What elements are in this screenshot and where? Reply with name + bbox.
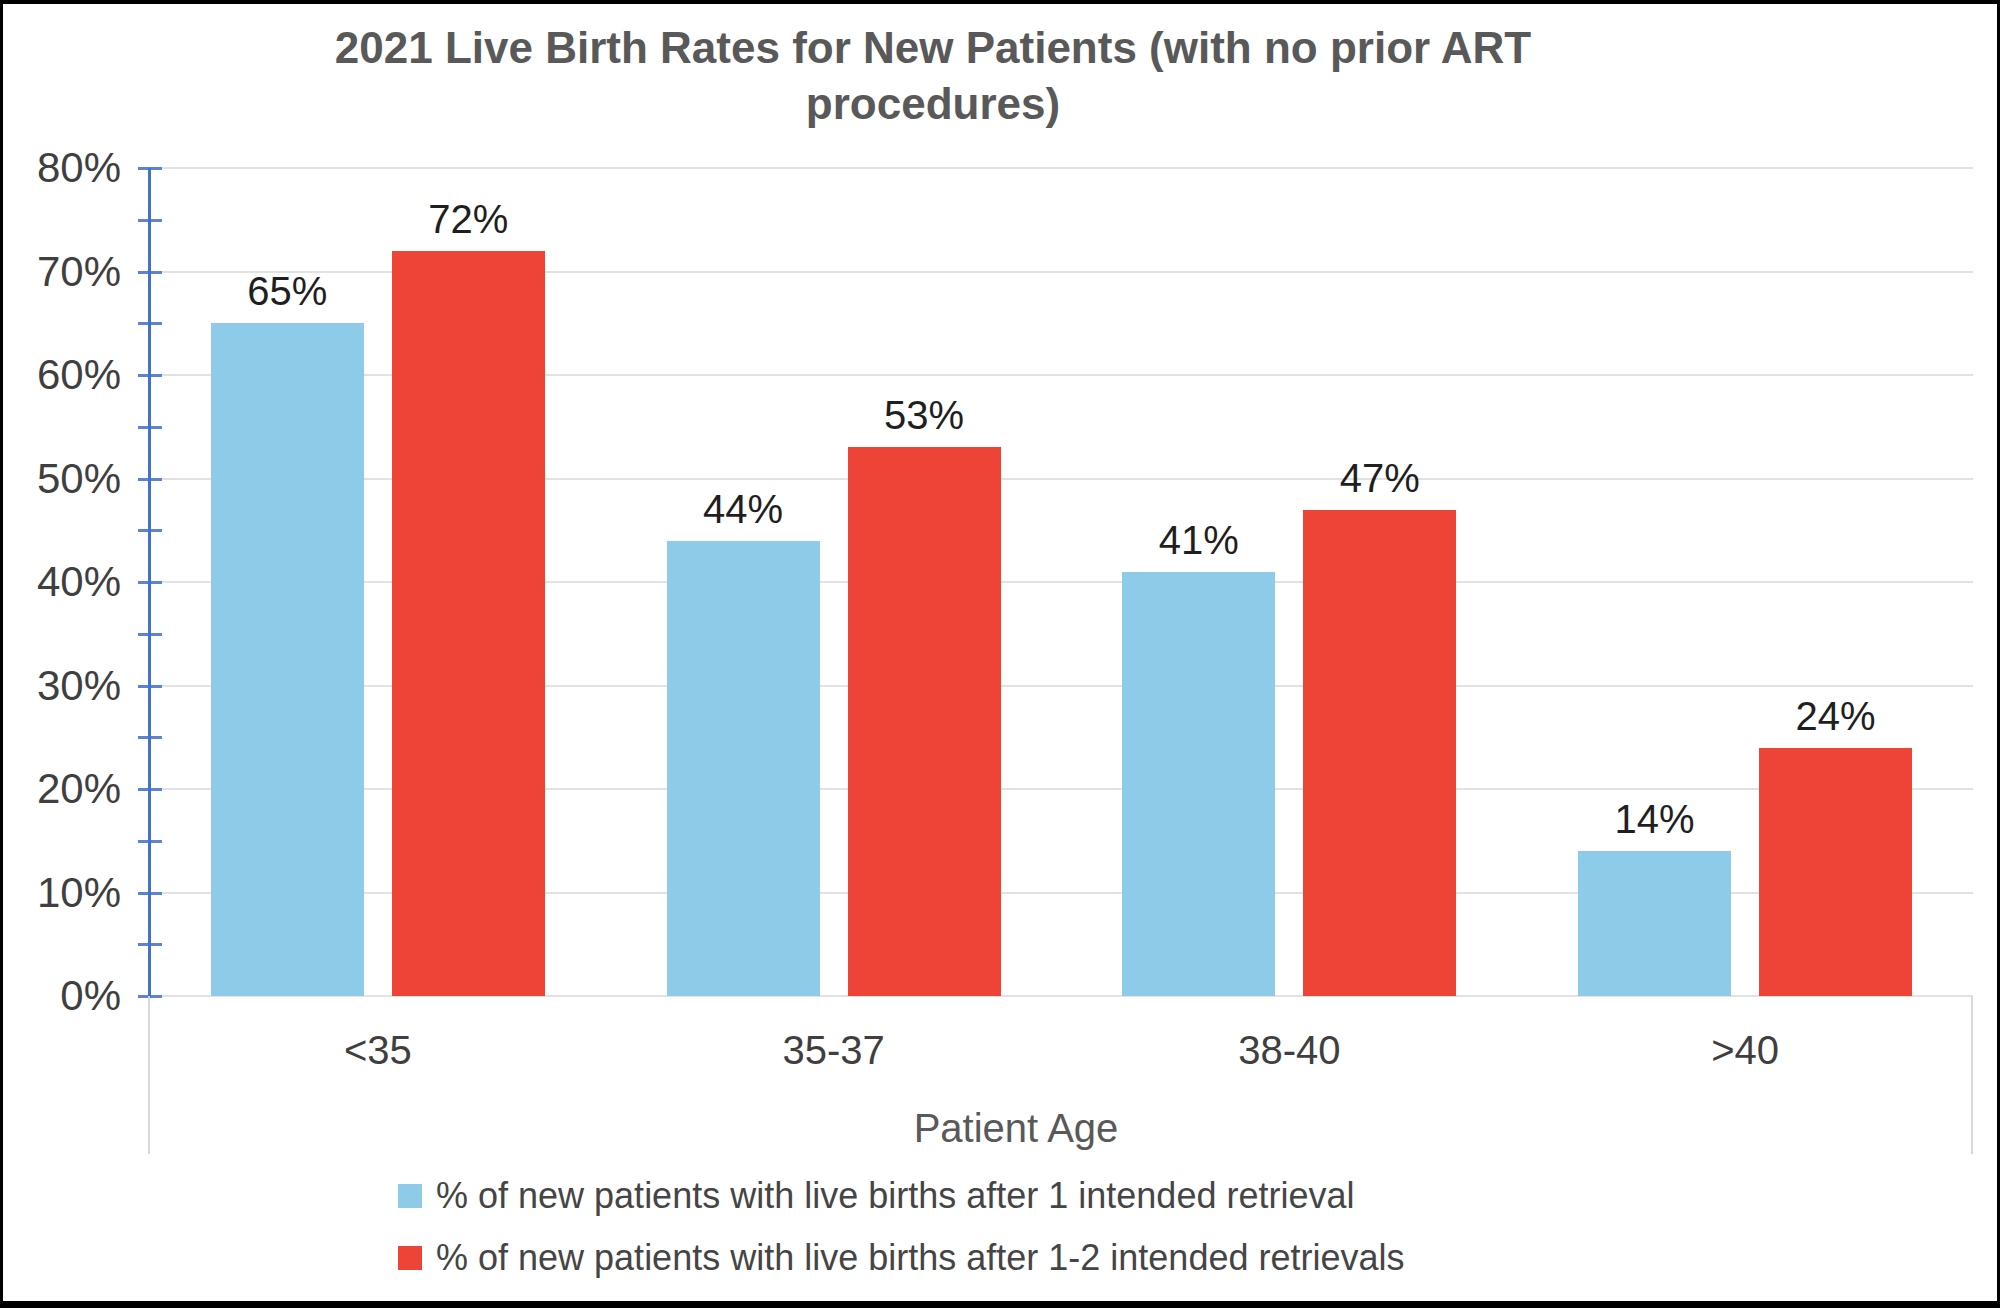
x-axis-title: Patient Age [866,1104,1166,1152]
x-axis-left-border [148,996,150,1154]
chart: 2021 Live Birth Rates for New Patients (… [0,0,2000,1308]
legend-item-series-1: % of new patients with live births after… [398,1176,1404,1216]
x-axis-right-border [1971,996,1973,1154]
legend-label-series-1: % of new patients with live births after… [436,1176,1354,1216]
x-axis-category-label: >40 [1625,1026,1865,1074]
legend-item-series-2: % of new patients with live births after… [398,1238,1404,1278]
x-axis-category-label: 38-40 [1169,1026,1409,1074]
x-axis-category-label: 35-37 [714,1026,954,1074]
legend-swatch-blue [398,1184,422,1208]
legend-label-series-2: % of new patients with live births after… [436,1238,1404,1278]
legend-swatch-red [398,1246,422,1270]
x-axis-category-label: <35 [258,1026,498,1074]
legend: % of new patients with live births after… [398,1176,1404,1278]
